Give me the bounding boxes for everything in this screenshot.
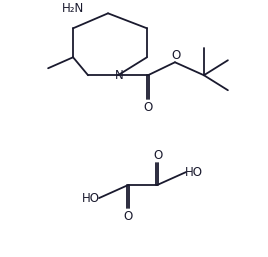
- Text: O: O: [153, 149, 163, 162]
- Text: O: O: [123, 209, 133, 223]
- Text: O: O: [171, 49, 181, 62]
- Text: O: O: [143, 101, 152, 114]
- Text: H₂N: H₂N: [62, 2, 84, 15]
- Text: HO: HO: [82, 191, 100, 205]
- Text: N: N: [115, 69, 123, 82]
- Text: HO: HO: [185, 166, 203, 179]
